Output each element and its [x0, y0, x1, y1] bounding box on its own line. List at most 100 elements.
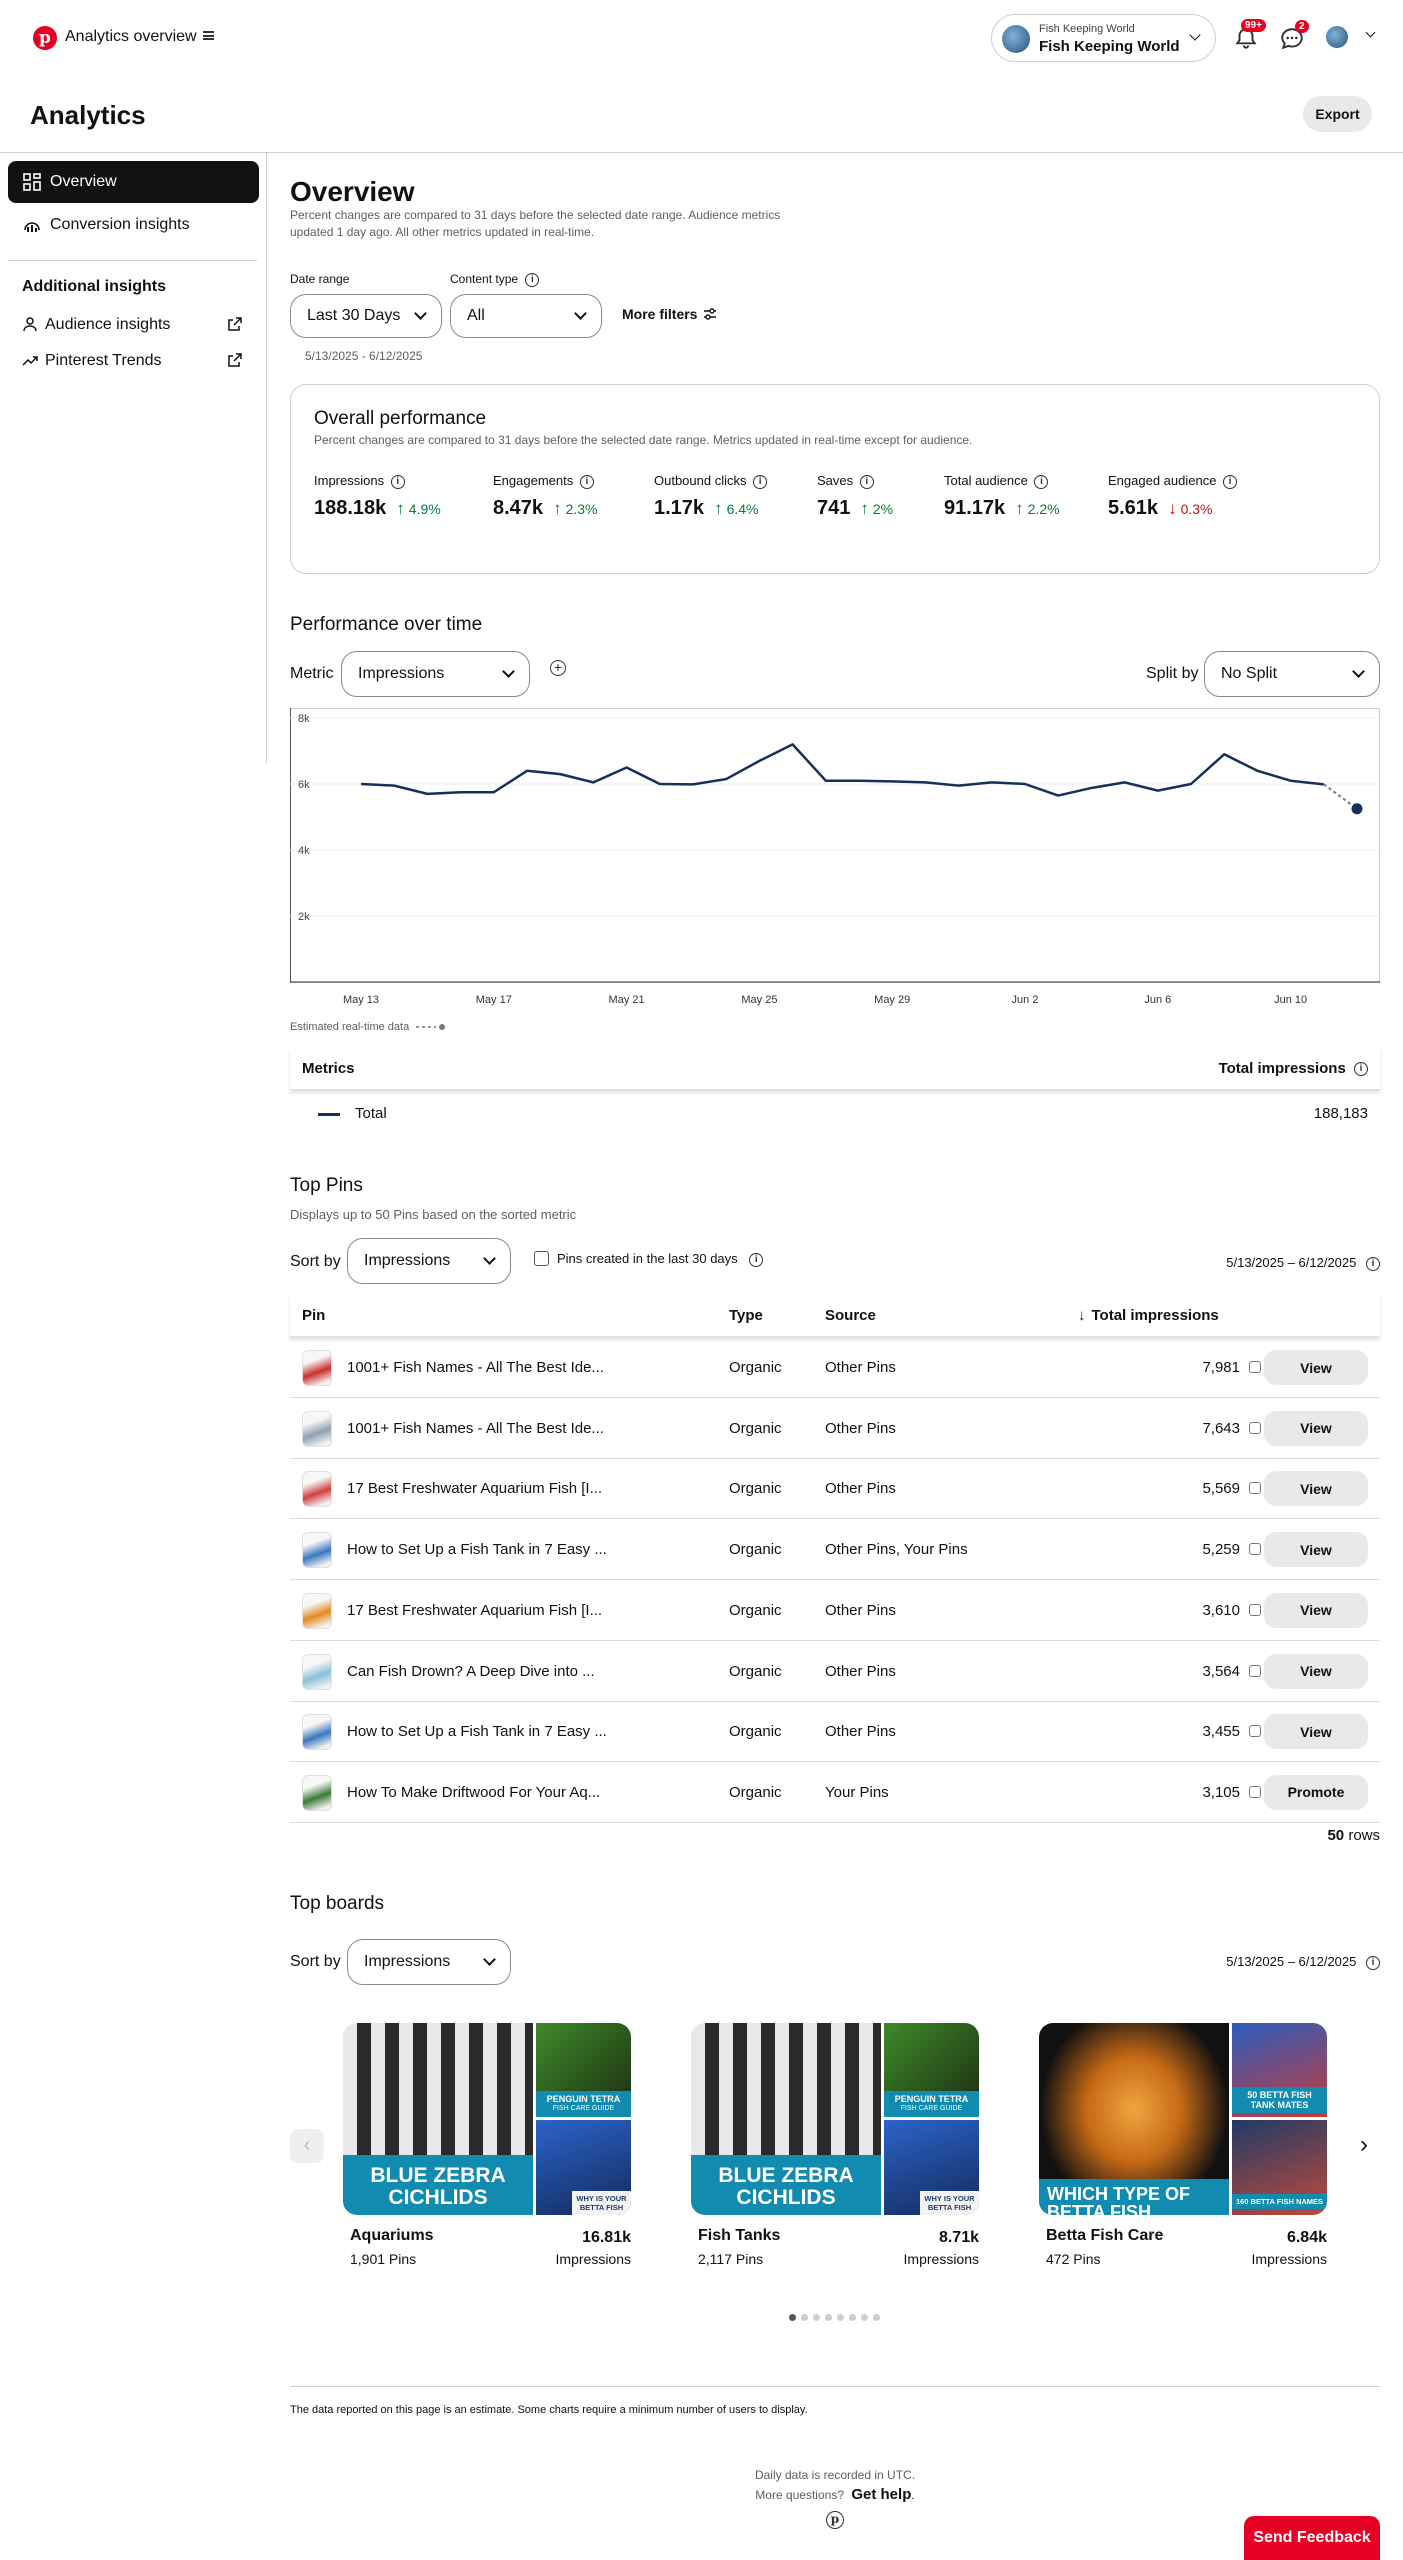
pin-action-button[interactable]: View — [1264, 1532, 1368, 1568]
pinterest-logo-icon[interactable]: p — [33, 26, 57, 50]
info-icon[interactable]: i — [1354, 1062, 1368, 1077]
metric-outbound-clicks[interactable]: Outbound clicks i 1.17k ↑ 6.4% — [654, 473, 768, 520]
recent-pins-checkbox[interactable] — [534, 1251, 549, 1266]
board-name[interactable]: Aquariums — [350, 2227, 434, 2244]
board-name[interactable]: Betta Fish Care — [1046, 2227, 1164, 2244]
add-metric-button[interactable]: + — [550, 660, 566, 676]
pin-action-button[interactable]: View — [1264, 1410, 1368, 1446]
pin-thumbnail[interactable] — [302, 1350, 332, 1386]
table-row[interactable]: How To Make Driftwood For Your Aq... Org… — [290, 1763, 1380, 1823]
header-title[interactable]: Analytics overview — [65, 28, 197, 45]
info-icon[interactable]: i — [1366, 1256, 1380, 1271]
table-row[interactable]: 1001+ Fish Names - All The Best Ide... O… — [290, 1399, 1380, 1459]
date-range-dropdown[interactable]: Last 30 Days — [290, 294, 442, 338]
chevron-down-icon[interactable] — [1365, 27, 1376, 38]
table-row[interactable]: Can Fish Drown? A Deep Dive into ... Org… — [290, 1642, 1380, 1702]
pin-action-button[interactable]: View — [1264, 1714, 1368, 1750]
metric-total-audience[interactable]: Total audience i 91.17k ↑ 2.2% — [944, 473, 1060, 520]
carousel-dot[interactable] — [848, 2314, 856, 2321]
sidebar-link-pinterest-trends[interactable]: Pinterest Trends — [8, 346, 259, 376]
info-icon[interactable]: i — [859, 474, 874, 489]
info-icon[interactable]: i — [749, 1252, 764, 1267]
carousel-dot[interactable] — [872, 2314, 880, 2321]
metric-engagements[interactable]: Engagements i 8.47k ↑ 2.3% — [493, 473, 597, 520]
content-type-dropdown[interactable]: All — [450, 294, 602, 338]
pin-thumbnail[interactable] — [302, 1410, 332, 1447]
pin-thumbnail[interactable] — [302, 1774, 332, 1811]
split-by-dropdown[interactable]: No Split — [1204, 651, 1380, 697]
info-icon[interactable]: i — [525, 272, 540, 287]
carousel-dot[interactable] — [812, 2314, 820, 2321]
carousel-dot-active[interactable] — [788, 2314, 796, 2321]
pin-action-button[interactable]: View — [1264, 1592, 1368, 1628]
info-icon[interactable]: i — [1366, 1955, 1380, 1970]
pin-action-button[interactable]: Promote — [1264, 1774, 1368, 1810]
send-feedback-button[interactable]: Send Feedback — [1244, 2516, 1380, 2560]
account-switcher[interactable]: Fish Keeping World Fish Keeping World — [991, 14, 1216, 62]
top-boards-sort-dropdown[interactable]: Impressions — [347, 1939, 511, 1985]
copy-icon[interactable] — [1249, 1482, 1261, 1495]
metric-impressions[interactable]: Impressions i 188.18k ↑ 4.9% — [314, 473, 441, 520]
copy-icon[interactable] — [1249, 1725, 1261, 1738]
info-icon[interactable]: i — [753, 474, 768, 489]
board-name[interactable]: Fish Tanks — [698, 2227, 781, 2244]
metric-dropdown[interactable]: Impressions — [341, 651, 530, 697]
info-icon[interactable]: i — [1034, 474, 1049, 489]
messages-button[interactable]: 2 — [1277, 20, 1309, 52]
export-button[interactable]: Export — [1303, 96, 1372, 132]
pin-action-button[interactable]: View — [1264, 1471, 1368, 1507]
column-impressions[interactable]: ↓ Total impressions — [1078, 1307, 1219, 1324]
menu-icon[interactable] — [203, 31, 214, 40]
performance-chart[interactable]: 8k 6k 4k 2k May 13 May 17 May 21 May 25 May 29 Ju… — [290, 708, 1380, 1011]
copy-icon[interactable] — [1249, 1785, 1261, 1798]
get-help-link[interactable]: Get help — [851, 2486, 912, 2503]
pin-title[interactable]: How To Make Driftwood For Your Aq... — [347, 1783, 601, 1801]
copy-icon[interactable] — [1249, 1421, 1261, 1434]
board-card[interactable]: BLUE ZEBRA CICHLIDS PENGUIN TETRA FISH C… — [691, 2023, 979, 2273]
pin-thumbnail[interactable] — [302, 1532, 332, 1569]
table-row[interactable]: 17 Best Freshwater Aquarium Fish [I... O… — [290, 1581, 1380, 1641]
pin-action-button[interactable]: View — [1264, 1350, 1368, 1385]
pin-action-button[interactable]: View — [1264, 1653, 1368, 1689]
top-pins-sort-dropdown[interactable]: Impressions — [347, 1238, 511, 1284]
carousel-dot[interactable] — [860, 2314, 868, 2321]
board-card[interactable]: BLUE ZEBRA CICHLIDS PENGUIN TETRA FISH C… — [343, 2023, 631, 2273]
table-row[interactable]: 1001+ Fish Names - All The Best Ide... O… — [290, 1338, 1380, 1398]
chart-estimated-point[interactable] — [1351, 803, 1363, 815]
copy-icon[interactable] — [1249, 1664, 1261, 1677]
metric-engaged-audience[interactable]: Engaged audience i 5.61k ↓ 0.3% — [1108, 473, 1238, 520]
sidebar-item-overview[interactable]: Overview — [8, 161, 259, 203]
notifications-button[interactable]: 99+ — [1231, 19, 1266, 52]
chart-series-line[interactable] — [360, 743, 1324, 797]
info-icon[interactable]: i — [390, 474, 405, 489]
copy-icon[interactable] — [1249, 1603, 1261, 1616]
carousel-next-button[interactable]: › — [1360, 2131, 1368, 2158]
pin-title[interactable]: Can Fish Drown? A Deep Dive into ... — [347, 1662, 595, 1680]
carousel-dot[interactable] — [800, 2314, 808, 2321]
board-cover[interactable]: BLUE ZEBRA CICHLIDS PENGUIN TETRA FISH C… — [691, 2023, 979, 2215]
board-cover[interactable]: BLUE ZEBRA CICHLIDS PENGUIN TETRA FISH C… — [343, 2023, 631, 2215]
metric-saves[interactable]: Saves i 741 ↑ 2% — [817, 473, 893, 520]
copy-icon[interactable] — [1249, 1361, 1261, 1373]
pin-thumbnail[interactable] — [302, 1653, 332, 1690]
carousel-dot[interactable] — [824, 2314, 832, 2321]
carousel-dot[interactable] — [836, 2314, 844, 2321]
pin-title[interactable]: How to Set Up a Fish Tank in 7 Easy ... — [347, 1723, 607, 1741]
sidebar-link-audience-insights[interactable]: Audience insights — [8, 310, 259, 340]
pin-title[interactable]: 1001+ Fish Names - All The Best Ide... — [347, 1359, 604, 1376]
sidebar-item-conversion-insights[interactable]: Conversion insights — [8, 204, 259, 246]
pin-title[interactable]: 17 Best Freshwater Aquarium Fish [I... — [347, 1480, 603, 1498]
profile-avatar[interactable] — [1326, 26, 1348, 48]
copy-icon[interactable] — [1249, 1543, 1261, 1556]
table-row[interactable]: How to Set Up a Fish Tank in 7 Easy ... … — [290, 1520, 1380, 1581]
info-icon[interactable]: i — [579, 474, 594, 489]
pin-thumbnail[interactable] — [302, 1714, 332, 1751]
pin-title[interactable]: 17 Best Freshwater Aquarium Fish [I... — [347, 1601, 603, 1619]
pin-thumbnail[interactable] — [302, 1471, 332, 1508]
pin-title[interactable]: How to Set Up a Fish Tank in 7 Easy ... — [347, 1541, 607, 1559]
board-card[interactable]: WHICH TYPE OF BETTA FISH 50 BETTA FISH T… — [1039, 2023, 1327, 2273]
more-filters-button[interactable]: More filters — [622, 306, 717, 322]
table-row[interactable]: 17 Best Freshwater Aquarium Fish [I... O… — [290, 1459, 1380, 1520]
info-icon[interactable]: i — [1223, 474, 1238, 489]
pin-thumbnail[interactable] — [302, 1592, 332, 1629]
